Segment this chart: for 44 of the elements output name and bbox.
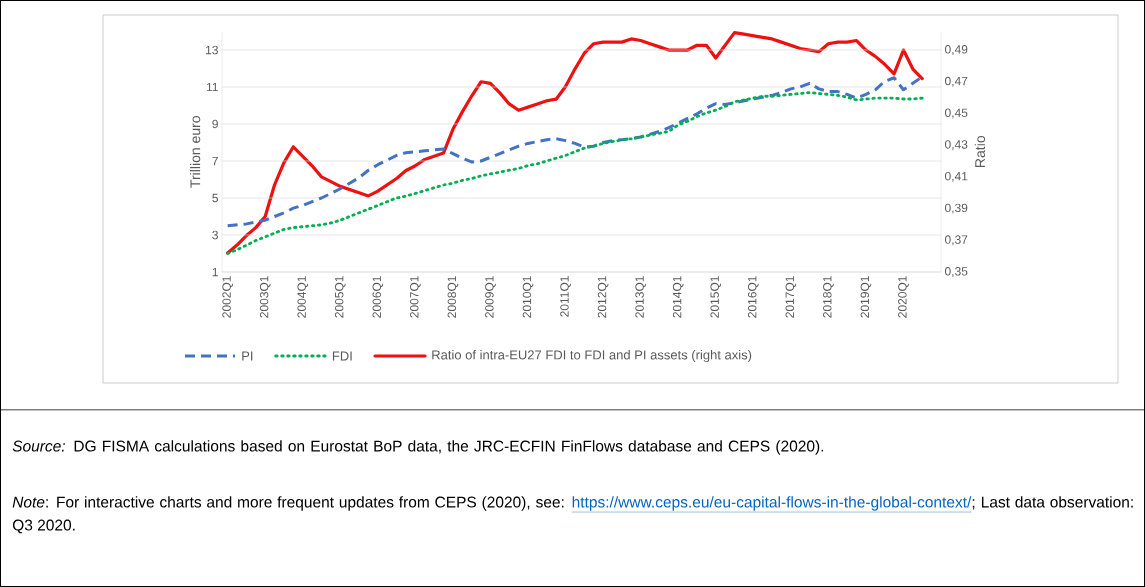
- text: Source: DG FISMA calculations based on Eurostat BoP data, the JRC-ECFIN FinFlows database and CEPS (2020).: [12, 440, 824, 455]
- y2-tick-label: 0,41: [945, 171, 968, 182]
- y-tick-label: 3: [212, 230, 218, 240]
- y2-tick-label: 0,49: [945, 45, 968, 55]
- x-tick-label: 2002Q1: [222, 276, 233, 318]
- x-tick-label: 2012Q1: [597, 276, 609, 318]
- y2-tick-label: 0,45: [945, 108, 968, 119]
- x-tick-label: 2011Q1: [560, 276, 571, 317]
- x-tick-label: 2019Q1: [860, 276, 872, 318]
- x-tick-label: 2009Q1: [485, 276, 496, 318]
- y-tick-label: 1: [212, 267, 218, 277]
- y2-tick-label: 0,39: [945, 203, 968, 214]
- y-tick-label: 13: [206, 45, 218, 55]
- x-tick-label: 2007Q1: [410, 276, 421, 318]
- x-tick-label: 2010Q1: [522, 276, 534, 318]
- y2-tick-label: 0,37: [945, 235, 968, 246]
- text: ; Last data observation:: [972, 496, 1133, 510]
- x-tick-label: 2006Q1: [372, 276, 384, 318]
- y-tick-label: 5: [212, 193, 218, 203]
- y-tick-label: 9: [212, 119, 218, 129]
- y-axis-title: Trillion euro: [189, 116, 201, 188]
- x-tick-label: 2005Q1: [334, 276, 346, 318]
- y2-tick-label: 0,35: [945, 267, 968, 277]
- x-tick-label: 2020Q1: [898, 276, 909, 318]
- legend-label: Ratio of intra-EU27 FDI to FDI and PI assets (right axis): [432, 349, 752, 363]
- x-tick-label: 2004Q1: [297, 276, 309, 318]
- text: Q3 2020.: [12, 519, 75, 534]
- y-tick-label: 11: [206, 82, 218, 92]
- y-tick-label: 7: [212, 156, 218, 166]
- x-tick-label: 2017Q1: [785, 276, 797, 318]
- y2-axis-title: Ratio: [974, 136, 986, 167]
- text: Note: For interactive charts and more frequent updates from CEPS (2020), see:: [12, 496, 564, 511]
- legend-label: FDI: [332, 351, 352, 361]
- x-tick-label: 2016Q1: [747, 276, 759, 318]
- text: https://www.ceps.eu/eu-capital-flows-in-the-global-context/: [572, 496, 972, 511]
- x-tick-label: 2014Q1: [672, 276, 684, 318]
- x-tick-label: 2008Q1: [447, 276, 459, 318]
- y2-tick-label: 0,47: [945, 76, 968, 87]
- x-tick-label: 2015Q1: [710, 276, 722, 318]
- x-tick-label: 2013Q1: [635, 276, 646, 318]
- legend-label: PI: [242, 351, 253, 361]
- x-tick-label: 2018Q1: [823, 276, 834, 318]
- y2-tick-label: 0,43: [945, 140, 968, 151]
- x-tick-label: 2003Q1: [259, 276, 271, 318]
